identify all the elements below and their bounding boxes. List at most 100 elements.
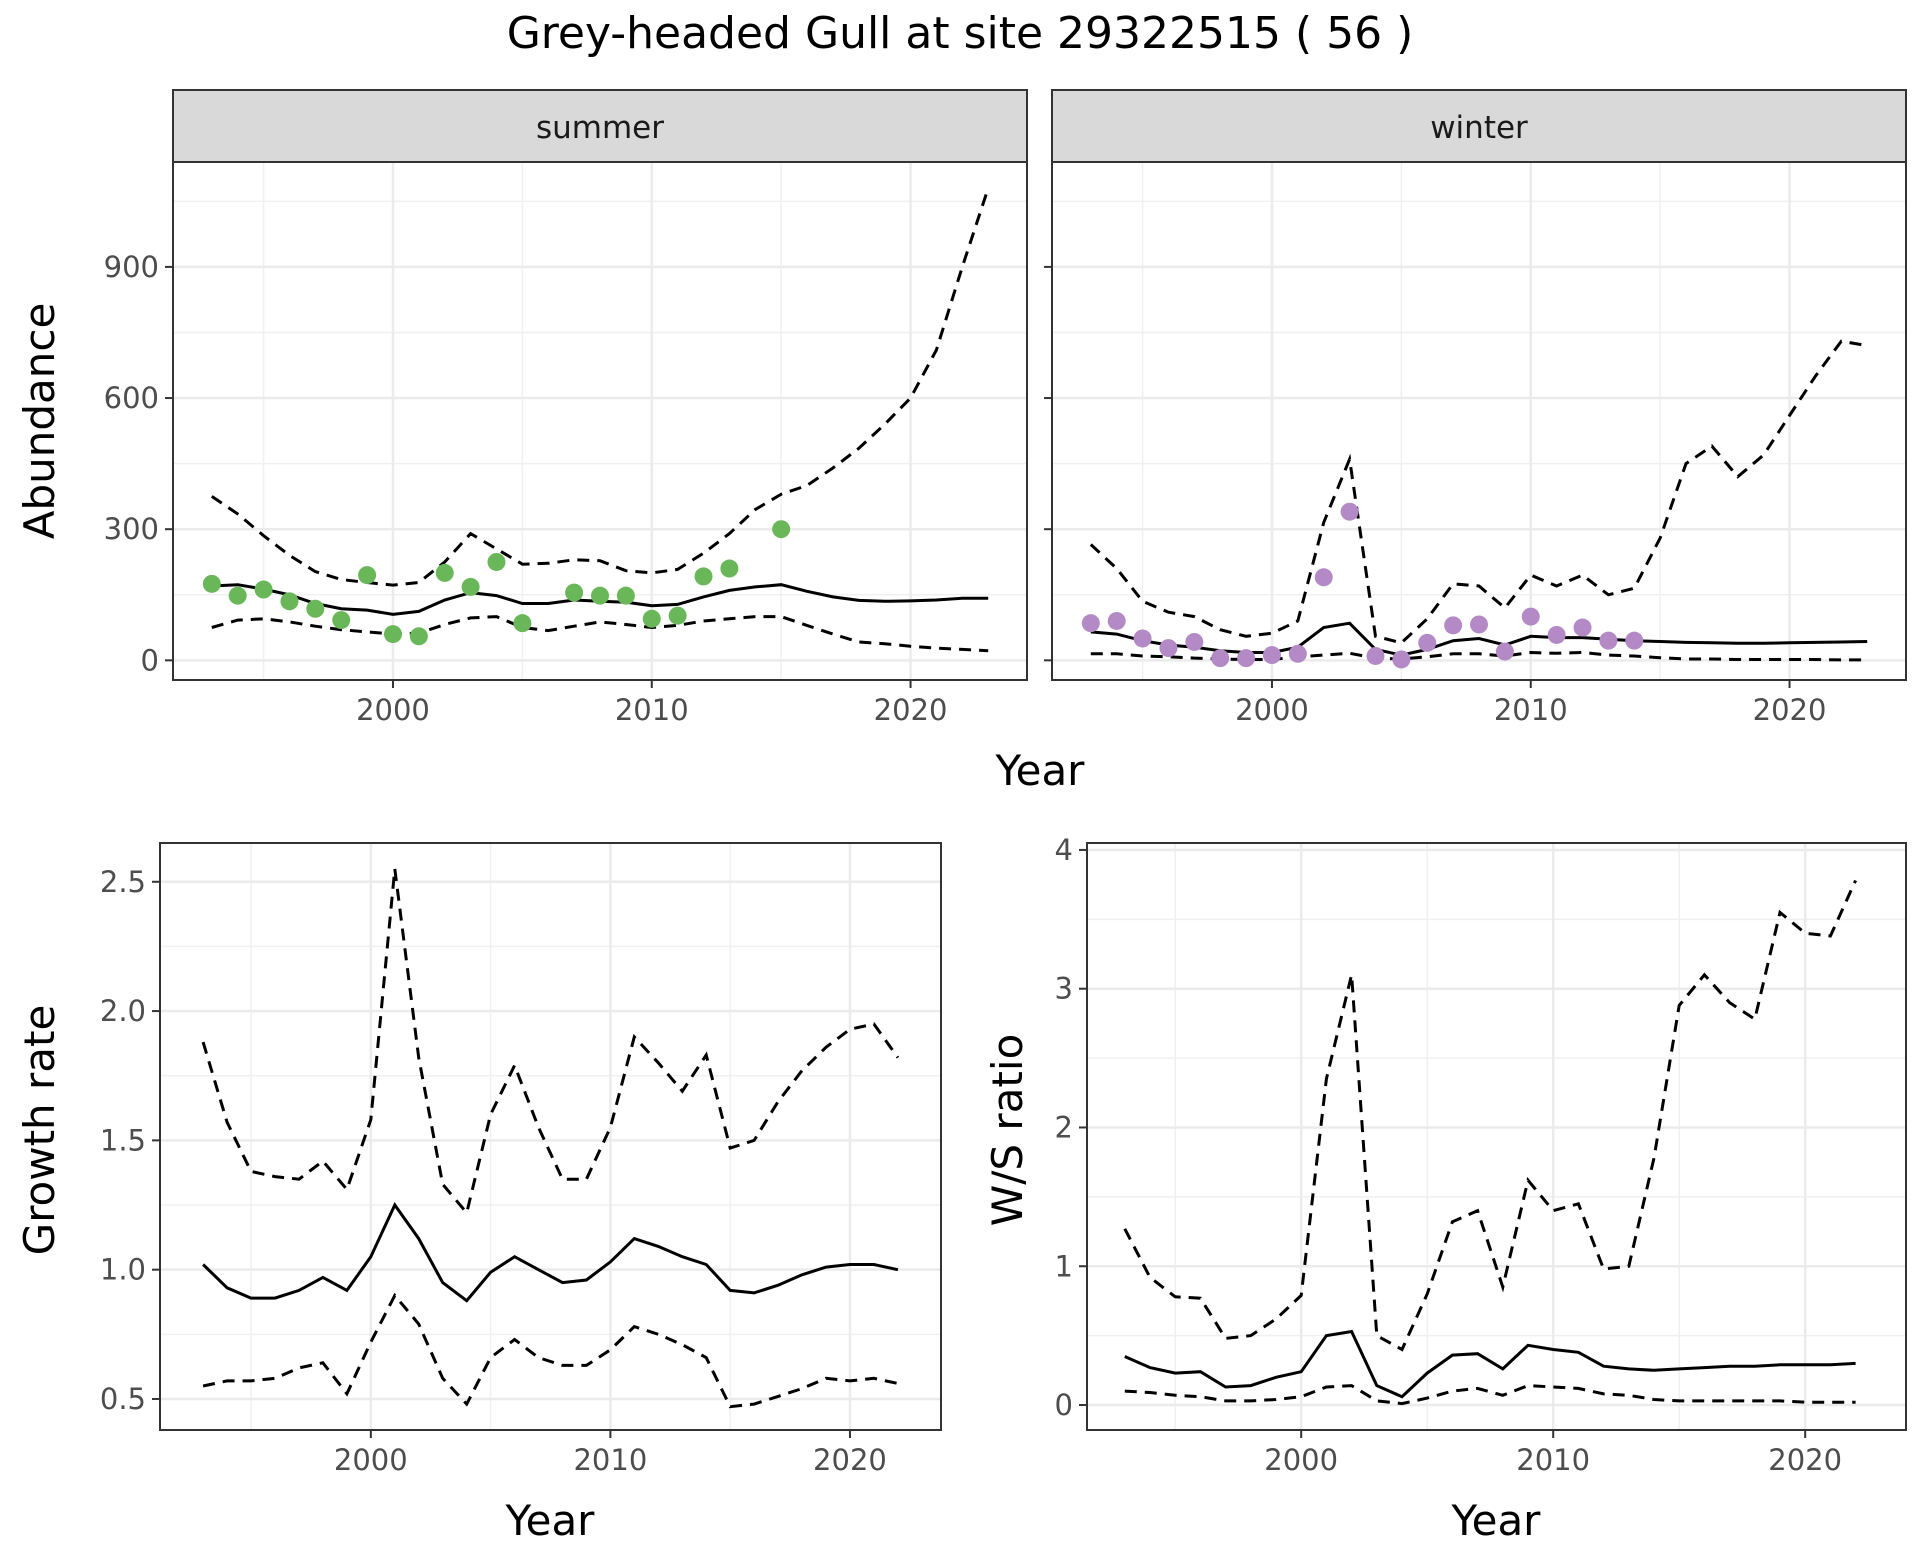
ws-ratio-plot-area: 2000 2010 2020 0 1 2 3 4 bbox=[1055, 833, 1907, 1477]
abundance-x-axis-title: Year bbox=[995, 746, 1086, 795]
winter-observed-point bbox=[1159, 639, 1178, 658]
winter-observed-point bbox=[1288, 644, 1307, 663]
panel-border bbox=[172, 161, 1028, 681]
summer-observed-point bbox=[306, 599, 325, 618]
figure-title: Grey-headed Gull at site 29322515 ( 56 ) bbox=[507, 8, 1414, 59]
winter-observed-point bbox=[1625, 631, 1644, 650]
winter-observed-point bbox=[1211, 649, 1230, 668]
x-tick-label: 2020 bbox=[1753, 693, 1827, 727]
summer-observed-point bbox=[720, 559, 739, 578]
summer-strip-background bbox=[172, 89, 1028, 163]
summer-observed-point bbox=[228, 586, 247, 605]
summer-observed-point bbox=[668, 606, 687, 625]
summer-strip-label: summer bbox=[536, 110, 664, 146]
ws-upper-bound-line bbox=[1123, 879, 1857, 1352]
y-tick-label: 2.0 bbox=[100, 994, 146, 1028]
x-tick-label: 2010 bbox=[1494, 693, 1568, 727]
x-tick-label: 2020 bbox=[813, 1443, 887, 1477]
growth-rate-plot-area: 2000 2010 2020 0.5 1.0 1.5 2.0 2.5 bbox=[100, 842, 942, 1477]
x-tick-label: 2020 bbox=[874, 693, 948, 727]
winter-lower-bound-line bbox=[1090, 650, 1868, 662]
winter-observed-point bbox=[1366, 646, 1385, 665]
winter-observed-point bbox=[1418, 633, 1437, 652]
y-tick-label: 900 bbox=[104, 250, 159, 284]
winter-observed-point bbox=[1081, 614, 1100, 633]
y-tick-label: 600 bbox=[104, 381, 159, 415]
winter-observed-point bbox=[1392, 650, 1411, 669]
growth-rate-x-axis-title: Year bbox=[505, 1496, 596, 1545]
summer-lower-bound-line bbox=[211, 615, 989, 653]
winter-strip-label: winter bbox=[1430, 110, 1528, 146]
panel-border bbox=[1086, 842, 1907, 1431]
summer-plot-area: 2000 2010 2020 0 300 600 900 bbox=[104, 161, 1028, 727]
x-tick-label: 2020 bbox=[1768, 1443, 1842, 1477]
y-tick-label: 0 bbox=[141, 643, 159, 677]
summer-observed-point bbox=[254, 580, 273, 599]
summer-observed-point bbox=[202, 574, 221, 593]
winter-observed-point bbox=[1599, 631, 1618, 650]
winter-observed-point bbox=[1237, 649, 1256, 668]
winter-observed-point bbox=[1314, 568, 1333, 587]
ws-ratio-x-axis-title: Year bbox=[1451, 1496, 1542, 1545]
winter-observed-point bbox=[1573, 618, 1592, 637]
summer-observed-point bbox=[616, 586, 635, 605]
summer-observed-point bbox=[772, 520, 791, 539]
summer-observed-point bbox=[487, 552, 506, 571]
x-tick-label: 2010 bbox=[573, 1443, 647, 1477]
winter-plot-area: 2000 2010 2020 bbox=[1044, 161, 1907, 727]
growth-lower-bound-line bbox=[202, 1292, 899, 1409]
abundance-y-axis-title: Abundance bbox=[15, 303, 64, 540]
winter-observed-point bbox=[1107, 611, 1126, 630]
y-tick-label: 3 bbox=[1055, 972, 1073, 1006]
winter-observed-point bbox=[1340, 502, 1359, 521]
y-tick-label: 0.5 bbox=[100, 1382, 146, 1416]
summer-observed-point bbox=[409, 627, 428, 646]
growth-upper-bound-line bbox=[201, 868, 900, 1217]
growth-estimate-line bbox=[202, 1202, 899, 1303]
abundance-winter-panel: winter 2000 2010 2020 bbox=[1044, 89, 1907, 727]
summer-observed-point bbox=[435, 563, 454, 582]
summer-observed-point bbox=[358, 566, 377, 585]
summer-observed-point bbox=[461, 577, 480, 596]
x-tick-label: 2000 bbox=[1264, 1443, 1338, 1477]
y-tick-label: 1.0 bbox=[100, 1253, 146, 1287]
panel-border bbox=[1051, 161, 1907, 681]
winter-observed-point bbox=[1521, 607, 1540, 626]
x-tick-label: 2000 bbox=[1235, 693, 1309, 727]
summer-observed-point bbox=[694, 567, 713, 586]
summer-observed-point bbox=[565, 583, 584, 602]
winter-observed-point bbox=[1185, 632, 1204, 651]
winter-strip-background bbox=[1051, 89, 1907, 163]
x-tick-label: 2000 bbox=[356, 693, 430, 727]
y-tick-label: 300 bbox=[104, 512, 159, 546]
x-tick-label: 2010 bbox=[615, 693, 689, 727]
growth-rate-y-axis-title: Growth rate bbox=[15, 1005, 64, 1256]
y-tick-label: 1 bbox=[1055, 1249, 1073, 1283]
x-tick-label: 2000 bbox=[334, 1443, 408, 1477]
summer-observed-point bbox=[280, 592, 299, 611]
winter-observed-point bbox=[1444, 616, 1463, 635]
y-tick-label: 0 bbox=[1055, 1388, 1073, 1422]
summer-observed-point bbox=[642, 609, 661, 628]
summer-observed-point bbox=[383, 625, 402, 644]
winter-observed-point bbox=[1547, 625, 1566, 644]
y-tick-label: 2.5 bbox=[100, 865, 146, 899]
x-tick-label: 2010 bbox=[1516, 1443, 1590, 1477]
winter-observed-point bbox=[1495, 642, 1514, 661]
summer-upper-bound-line bbox=[210, 187, 990, 587]
ws-ratio-panel: 2000 2010 2020 0 1 2 3 4 W/S ratio Year bbox=[983, 833, 1907, 1545]
summer-observed-point bbox=[591, 586, 609, 605]
y-tick-label: 1.5 bbox=[100, 1123, 146, 1157]
winter-upper-bound-line bbox=[1089, 339, 1868, 645]
panel-border bbox=[159, 842, 942, 1431]
ws-estimate-line bbox=[1124, 1329, 1856, 1399]
winter-observed-point bbox=[1470, 615, 1488, 634]
winter-observed-point bbox=[1262, 646, 1281, 665]
winter-observed-point bbox=[1133, 629, 1152, 648]
ws-ratio-y-axis-title: W/S ratio bbox=[983, 1034, 1032, 1227]
y-tick-label: 2 bbox=[1055, 1110, 1073, 1144]
abundance-summer-panel: summer 2000 2010 2020 0 300 600 900 bbox=[104, 89, 1028, 727]
summer-observed-point bbox=[513, 614, 532, 633]
